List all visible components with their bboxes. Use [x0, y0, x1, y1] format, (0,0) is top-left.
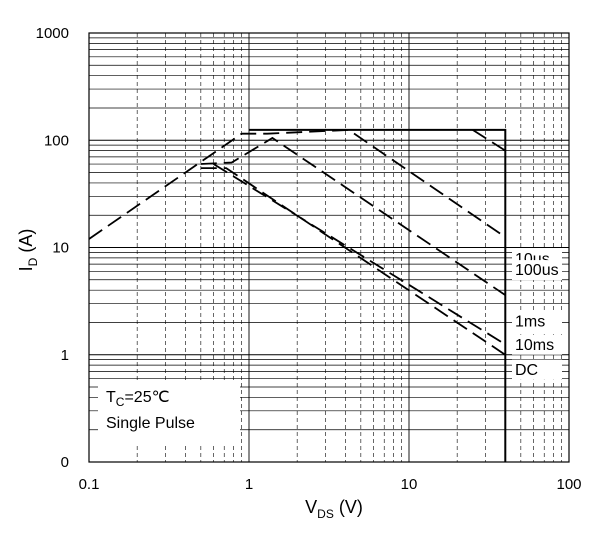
curve-label-background: [512, 311, 562, 332]
curve-label-dc: DC: [515, 362, 538, 379]
curve-label-100us: 100us: [515, 262, 559, 279]
single-pulse-label: Single Pulse: [106, 415, 195, 432]
tc-label: TC=25℃: [106, 389, 170, 409]
data-lines: [88, 128, 507, 462]
series-line-100us: [200, 136, 506, 296]
x-axis-title: VDS (V): [305, 497, 363, 521]
y-axis-title-sub: D: [26, 257, 40, 266]
x-axis-title-sub: DS: [317, 507, 334, 521]
plot-frame: [88, 32, 570, 463]
grid: [88, 33, 569, 463]
annotation-box: TC=25℃ Single Pulse: [98, 380, 240, 446]
tc-value: =25℃: [124, 389, 169, 406]
x-tick-label: 1: [245, 476, 253, 493]
y-tick-label: 100: [44, 132, 69, 149]
y-axis-title-main: I: [16, 266, 36, 271]
series-line-dc: [472, 129, 506, 152]
y-tick-label: 0: [61, 454, 69, 471]
x-axis-title-main: V: [305, 497, 317, 517]
series-line-10us: [88, 128, 506, 240]
y-tick-label: 10: [52, 240, 69, 257]
series-line-1ms: [213, 163, 506, 346]
x-tick-label: 0.1: [79, 476, 100, 493]
y-axis-title-unit: (A): [16, 229, 36, 258]
curve-label-background: [512, 359, 562, 380]
curve-label-background: [512, 334, 562, 355]
x-axis-title-unit: (V): [334, 497, 363, 517]
y-tick-label: 1: [61, 347, 69, 364]
y-axis-title: ID (A): [16, 229, 40, 272]
soa-boundary-line: [249, 128, 507, 462]
curve-label-background: [512, 260, 562, 281]
y-tick-labels: 0 1 10 100 1000: [36, 25, 69, 471]
tc-sub: C: [116, 395, 125, 409]
y-tick-label: 1000: [36, 25, 69, 42]
curve-label-10ms: 10ms: [515, 337, 554, 354]
x-tick-label: 100: [556, 476, 581, 493]
x-tick-label: 10: [401, 476, 418, 493]
x-tick-labels: 0.1 1 10 100: [79, 476, 582, 493]
curve-label-1ms: 1ms: [515, 313, 545, 330]
series-line-10ms: [200, 167, 506, 356]
tc-main: T: [106, 389, 116, 406]
